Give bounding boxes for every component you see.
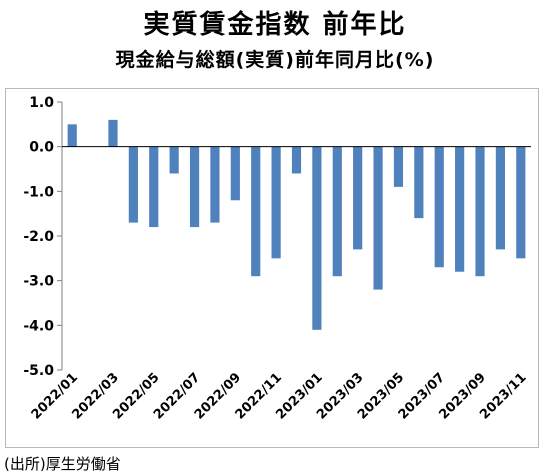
y-tick-label: 1.0 (29, 95, 54, 111)
bar-2023/07 (434, 146, 444, 268)
y-tick-label: 0.0 (29, 140, 54, 156)
bar-2022/01 (67, 124, 77, 147)
bar-2022/03 (108, 119, 118, 147)
bar-2022/07 (189, 146, 200, 228)
bar-2022/04 (128, 146, 138, 223)
y-tick-label: -3.0 (23, 274, 54, 290)
bar-2022/09 (230, 146, 240, 201)
chart-subtitle: 現金給与総額(実質)前年同月比(%) (115, 49, 435, 71)
bar-2023/10 (495, 146, 505, 250)
y-tick-label: -5.0 (23, 363, 54, 379)
bar-2023/05 (393, 146, 404, 187)
bar-2023/08 (455, 146, 465, 272)
chart-title: 実質賃金指数 前年比 (143, 10, 407, 40)
bar-2023/01 (312, 146, 322, 330)
chart-frame: 1.0 0.0 -1.0 -2.0 -3.0 -4.0 -5.0 2022/01 2022/03… (5, 88, 539, 448)
bar-2022/10 (251, 146, 261, 277)
bar-2022/06 (169, 146, 179, 174)
bar-2022/08 (210, 146, 220, 223)
y-tick-label: -1.0 (23, 184, 54, 200)
bar-2023/06 (414, 146, 424, 219)
bar-2023/03 (353, 146, 363, 250)
bar-2022/11 (271, 146, 281, 259)
bar-2023/02 (332, 146, 342, 277)
bar-2023/04 (373, 146, 383, 290)
bar-2023/09 (475, 146, 485, 277)
y-tick-label: -2.0 (23, 229, 54, 245)
bar-chart: 1.00.0-1.0-2.0-3.0-4.0-5.02022/012022/03… (23, 95, 531, 423)
source-note: (出所)厚生労働省 (4, 455, 121, 473)
y-tick-label: -4.0 (23, 318, 54, 334)
bar-2023/11 (516, 146, 526, 259)
bar-2022/12 (291, 146, 302, 174)
bar-2022/05 (149, 146, 159, 228)
